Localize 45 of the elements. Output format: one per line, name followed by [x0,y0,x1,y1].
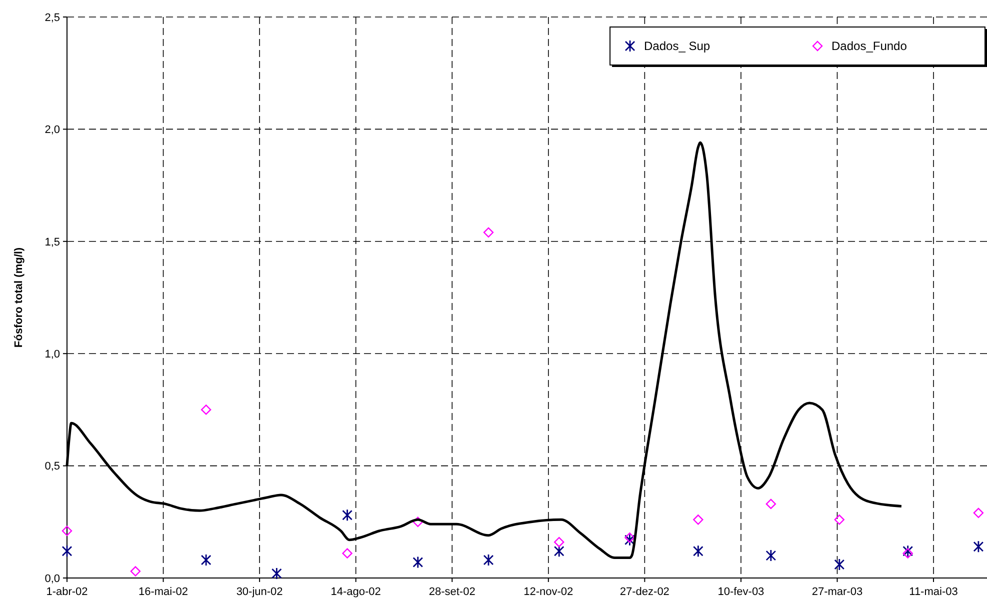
point [834,514,844,525]
point [973,540,984,553]
y-tick-label: 2,0 [44,124,60,136]
point [834,558,845,571]
point [271,567,282,580]
y-tick-label: 0,0 [44,572,60,585]
point [483,227,494,238]
y-tick-label: 1,0 [44,348,60,360]
x-tick-label: 14-ago-02 [330,586,381,598]
point [412,516,423,527]
y-tick-label: 0,5 [44,460,60,473]
x-tick-label: 12-nov-02 [524,586,574,598]
x-tick-label: 16-mai-02 [138,586,188,598]
x-tick-label: 10-fev-03 [718,586,764,598]
point [62,544,72,558]
y-axis-title: Fósforo total (mg/l) [13,247,25,348]
point [130,566,141,576]
point [554,536,564,548]
point [693,514,704,525]
point [342,548,352,558]
point [200,554,212,566]
legend-label: Dados_Fundo [832,39,908,54]
point [200,404,212,415]
point [554,544,564,558]
x-tick-label: 30-jun-02 [236,586,283,598]
legend-label: Dados_ Sup [644,39,710,54]
point [902,548,913,558]
point [412,556,424,568]
x-tick-label: 27-mar-03 [812,586,863,598]
point [766,549,776,562]
point [766,498,776,510]
point [624,532,635,543]
point [692,544,704,558]
point [624,534,635,546]
x-tick-label: 1-abr-02 [46,586,88,598]
x-tick-label: 27-dez-02 [620,586,670,598]
point [62,526,72,536]
point [973,508,984,518]
y-tick-label: 2,5 [44,12,60,24]
x-tick-label: 11-mai-03 [909,586,958,598]
point [483,554,494,566]
point [902,544,914,558]
x-tick-label: 28-set-02 [428,586,476,598]
y-tick-label: 1,5 [44,236,60,248]
point [342,508,352,522]
